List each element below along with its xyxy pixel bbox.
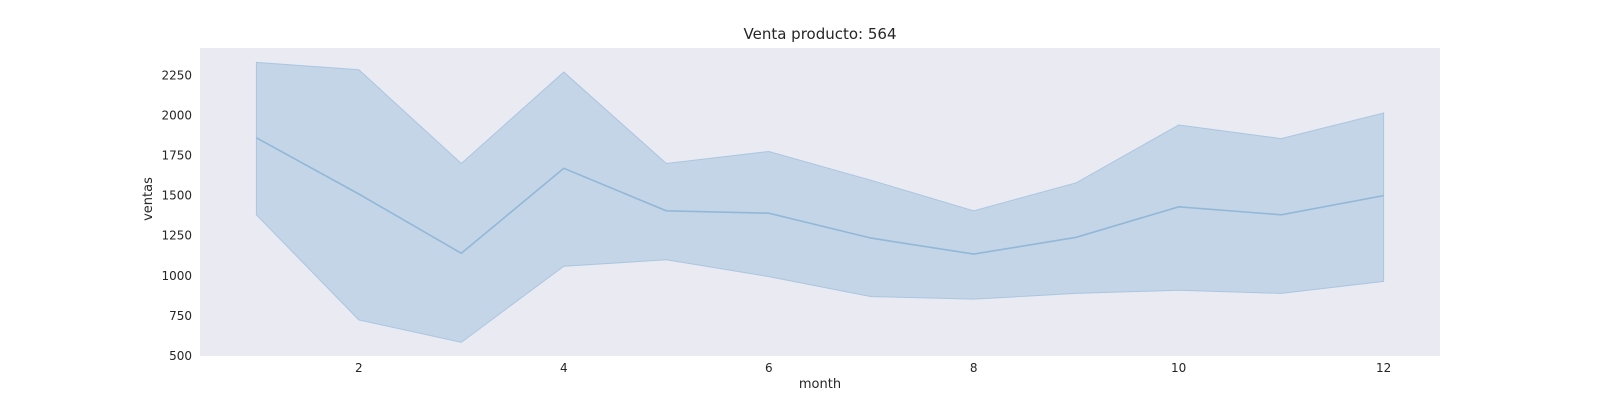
x-tick-label: 4 [560,361,568,375]
x-axis-ticks: 2 4 6 8 10 12 [355,361,1391,375]
confidence-band [255,61,1385,343]
y-tick-label: 1000 [161,269,192,283]
y-tick-label: 2000 [161,108,192,122]
y-tick-label: 1750 [161,148,192,162]
x-tick-label: 6 [765,361,773,375]
series-line [256,137,1384,255]
x-tick-label: 2 [355,361,363,375]
y-axis-ticks: 500 750 1000 1250 1500 1750 2000 2250 [161,68,192,363]
y-axis-label: ventas [141,177,156,221]
y-tick-label: 2250 [161,68,192,82]
y-tick-label: 750 [169,309,192,323]
x-tick-label: 10 [1171,361,1186,375]
y-tick-label: 1500 [161,189,192,203]
x-axis-label: month [799,377,841,392]
y-tick-label: 1250 [161,229,192,243]
x-tick-label: 8 [970,361,978,375]
x-tick-label: 12 [1376,361,1391,375]
chart-title: Venta producto: 564 [744,25,897,43]
y-tick-label: 500 [169,349,192,363]
